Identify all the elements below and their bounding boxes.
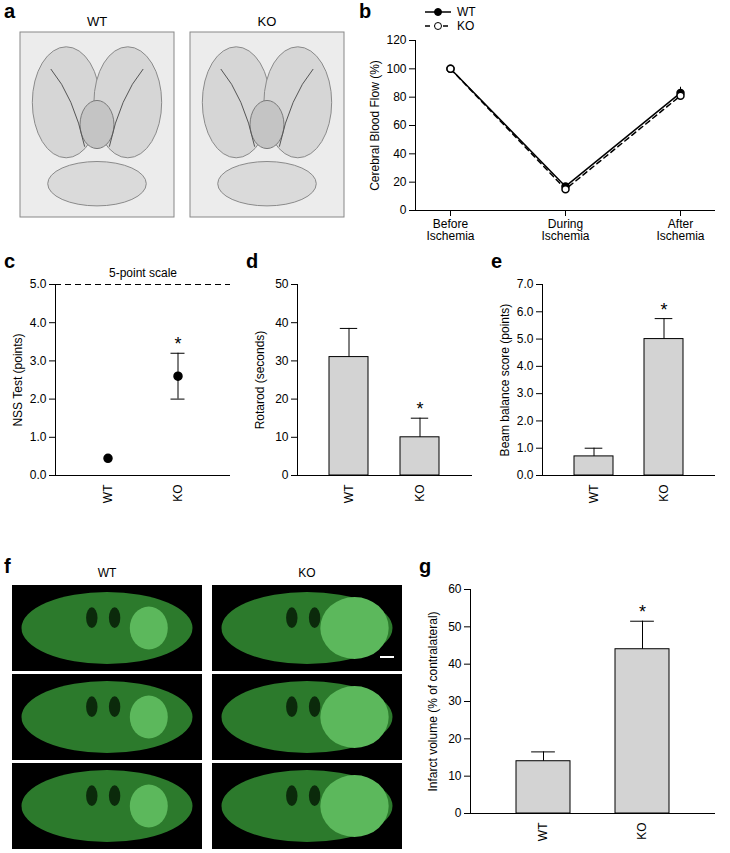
svg-text:20: 20 <box>448 732 462 746</box>
svg-text:1.0: 1.0 <box>517 441 534 455</box>
svg-text:WT: WT <box>536 822 550 841</box>
html-text:e: e <box>491 250 503 272</box>
svg-text:*: * <box>416 399 423 419</box>
svg-text:*: * <box>639 602 646 622</box>
svg-text:BeforeIschemia: BeforeIschemia <box>426 217 474 243</box>
svg-text:3.0: 3.0 <box>30 354 47 368</box>
svg-text:Beam balance score (points): Beam balance score (points) <box>498 304 512 457</box>
svg-text:0.0: 0.0 <box>517 468 534 482</box>
svg-text:5.0: 5.0 <box>517 332 534 346</box>
svg-text:60: 60 <box>393 118 407 132</box>
svg-text:7.0: 7.0 <box>517 277 534 291</box>
svg-text:30: 30 <box>275 354 289 368</box>
svg-text:2.0: 2.0 <box>30 392 47 406</box>
svg-text:80: 80 <box>393 90 407 104</box>
svg-text:40: 40 <box>448 657 462 671</box>
svg-text:0.0: 0.0 <box>30 468 47 482</box>
svg-text:WT: WT <box>87 14 107 29</box>
svg-text:20: 20 <box>393 175 407 189</box>
svg-text:DuringIschemia: DuringIschemia <box>541 217 589 243</box>
svg-text:AfterIschemia: AfterIschemia <box>656 217 704 243</box>
svg-text:KO: KO <box>171 485 185 502</box>
svg-text:5-point scale: 5-point scale <box>109 266 177 280</box>
svg-text:KO: KO <box>258 14 277 29</box>
html-text:f: f <box>4 555 11 577</box>
svg-text:KO: KO <box>457 19 474 33</box>
svg-text:WT: WT <box>457 5 476 19</box>
svg-text:120: 120 <box>386 33 406 47</box>
svg-text:*: * <box>174 334 181 354</box>
svg-text:2.0: 2.0 <box>517 414 534 428</box>
svg-text:Cerebral Blood Flow (%): Cerebral Blood Flow (%) <box>368 60 382 191</box>
svg-text:20: 20 <box>275 392 289 406</box>
svg-text:WT: WT <box>587 484 601 503</box>
html-text:d: d <box>246 250 259 272</box>
svg-text:Rotarod (seconds): Rotarod (seconds) <box>253 331 267 430</box>
svg-text:10: 10 <box>275 430 289 444</box>
svg-text:4.0: 4.0 <box>30 316 47 330</box>
html-text:c: c <box>4 250 16 272</box>
svg-text:3.0: 3.0 <box>517 386 534 400</box>
svg-text:KO: KO <box>298 566 315 580</box>
html-text:a: a <box>4 0 16 22</box>
html-text:b: b <box>359 0 372 22</box>
svg-text:0: 0 <box>282 468 289 482</box>
svg-text:Infarct volume (% of contralat: Infarct volume (% of contralateral) <box>426 611 440 791</box>
svg-text:4.0: 4.0 <box>517 359 534 373</box>
svg-text:1.0: 1.0 <box>30 430 47 444</box>
svg-text:30: 30 <box>448 694 462 708</box>
svg-text:WT: WT <box>98 566 117 580</box>
svg-text:10: 10 <box>448 769 462 783</box>
svg-text:WT: WT <box>342 484 356 503</box>
svg-text:0: 0 <box>455 806 462 820</box>
svg-text:NSS Test (points): NSS Test (points) <box>11 333 25 426</box>
svg-text:50: 50 <box>275 277 289 291</box>
svg-text:100: 100 <box>386 62 406 76</box>
svg-text:0: 0 <box>400 203 407 217</box>
svg-text:60: 60 <box>448 582 462 596</box>
svg-text:6.0: 6.0 <box>517 305 534 319</box>
svg-text:5.0: 5.0 <box>30 277 47 291</box>
html-text:g: g <box>419 555 432 577</box>
svg-text:40: 40 <box>275 316 289 330</box>
svg-text:KO: KO <box>635 823 649 840</box>
svg-text:50: 50 <box>448 620 462 634</box>
svg-text:40: 40 <box>393 147 407 161</box>
svg-text:WT: WT <box>101 484 115 503</box>
svg-text:KO: KO <box>413 485 427 502</box>
svg-text:*: * <box>660 300 667 320</box>
svg-text:KO: KO <box>657 485 671 502</box>
